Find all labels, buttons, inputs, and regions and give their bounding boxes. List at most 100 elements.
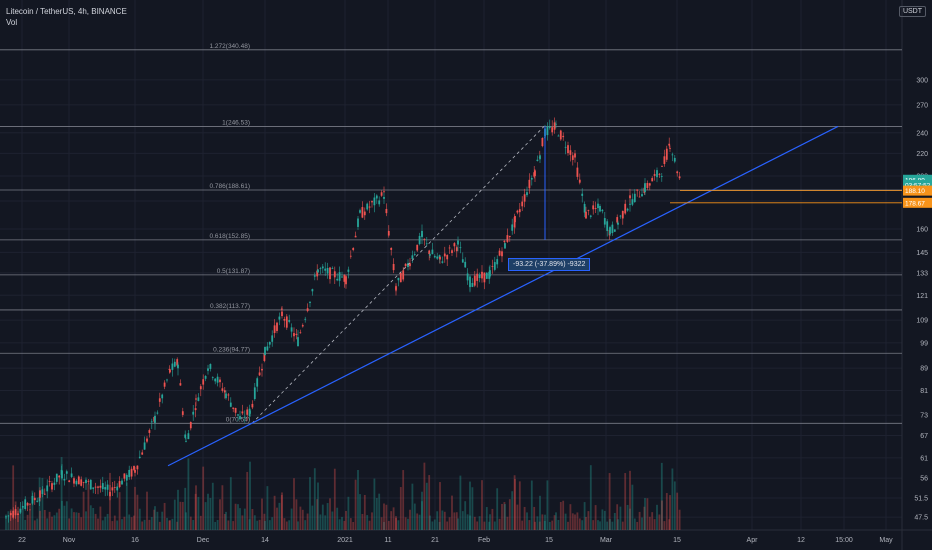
volume-bar bbox=[109, 472, 111, 530]
volume-bar bbox=[383, 503, 385, 530]
volume-bar bbox=[29, 509, 31, 530]
candle-body bbox=[82, 481, 85, 483]
candle-body bbox=[5, 516, 7, 518]
candle-body bbox=[441, 261, 444, 263]
volume-bar bbox=[425, 482, 428, 530]
volume-bar bbox=[491, 508, 494, 530]
candle-body bbox=[225, 393, 227, 399]
volume-bar bbox=[80, 517, 83, 530]
volume-bar bbox=[163, 502, 166, 530]
candle-body bbox=[397, 277, 400, 281]
volume-bar bbox=[478, 516, 481, 530]
volume-bar bbox=[118, 492, 121, 530]
candle-body bbox=[232, 407, 235, 409]
volume-bar bbox=[92, 507, 95, 530]
candle-body bbox=[402, 270, 405, 280]
volume-bar bbox=[285, 521, 288, 530]
y-tick-label: 56 bbox=[920, 476, 928, 483]
volume-bar bbox=[288, 520, 291, 530]
candle-body bbox=[48, 481, 51, 482]
volume-bar bbox=[589, 465, 592, 530]
volume-bar bbox=[290, 508, 293, 530]
volume-bar bbox=[331, 511, 334, 530]
volume-bar bbox=[619, 506, 622, 530]
measure-tooltip: -93.22 (-37.89%) -9322 bbox=[508, 257, 591, 271]
candle-body bbox=[195, 398, 197, 400]
volume-bar bbox=[258, 519, 261, 530]
volume-bar bbox=[21, 506, 24, 530]
volume-bar bbox=[658, 514, 661, 530]
candle-body bbox=[448, 247, 451, 249]
volume-bar bbox=[539, 495, 541, 530]
fib-level-label: 0.618(152.85) bbox=[210, 233, 250, 240]
volume-bar bbox=[113, 515, 116, 530]
candle-body bbox=[211, 377, 214, 379]
candle-body bbox=[246, 409, 249, 415]
volume-bar bbox=[567, 521, 569, 530]
candle-body bbox=[345, 276, 347, 285]
candle-body bbox=[648, 183, 651, 186]
candle-body bbox=[171, 363, 174, 370]
volume-bar bbox=[75, 512, 78, 530]
currency-badge[interactable]: USDT bbox=[898, 6, 926, 17]
candle-body bbox=[150, 421, 153, 423]
volume-bar bbox=[421, 501, 423, 530]
volume-indicator-label[interactable]: Vol bbox=[6, 18, 18, 27]
volume-bar bbox=[446, 521, 449, 530]
candle-body bbox=[239, 416, 241, 420]
candle-body bbox=[249, 410, 251, 414]
volume-bar bbox=[354, 479, 357, 530]
volume-bar bbox=[276, 507, 278, 530]
volume-bar bbox=[343, 520, 346, 530]
volume-bar bbox=[646, 498, 649, 530]
volume-bar bbox=[616, 504, 619, 530]
candle-body bbox=[130, 468, 133, 477]
volume-bar bbox=[599, 521, 601, 530]
volume-bar bbox=[409, 509, 411, 530]
symbol-title[interactable]: Litecoin / TetherUS, 4h, BINANCE bbox=[6, 7, 127, 16]
volume-bar bbox=[526, 512, 528, 530]
volume-bar bbox=[280, 495, 283, 530]
volume-bar bbox=[678, 509, 681, 530]
volume-bar bbox=[643, 506, 646, 530]
volume-bar bbox=[271, 517, 274, 530]
candle-body bbox=[306, 308, 309, 312]
candle-body bbox=[317, 269, 319, 273]
candle-body bbox=[473, 275, 476, 286]
volume-bar bbox=[481, 480, 483, 530]
candle-body bbox=[273, 325, 276, 333]
volume-bar bbox=[12, 465, 15, 530]
candle-body bbox=[663, 156, 666, 164]
candle-body bbox=[425, 243, 428, 245]
candle-body bbox=[624, 203, 627, 214]
volume-bar bbox=[609, 519, 611, 530]
volume-bar bbox=[263, 513, 266, 530]
volume-bar bbox=[299, 506, 302, 530]
candle-body bbox=[109, 491, 111, 497]
candle-body bbox=[518, 209, 521, 213]
volume-bar bbox=[73, 512, 75, 530]
volume-bar bbox=[601, 509, 604, 530]
volume-bar bbox=[202, 466, 205, 530]
candle-body bbox=[214, 378, 217, 382]
volume-bar bbox=[636, 521, 639, 530]
candle-body bbox=[158, 398, 161, 402]
candle-body bbox=[53, 482, 56, 485]
candle-body bbox=[256, 378, 259, 387]
volume-bar bbox=[333, 468, 336, 530]
candle-body bbox=[671, 154, 674, 156]
y-tick-label: 121 bbox=[916, 293, 928, 300]
volume-bar bbox=[181, 501, 184, 530]
candle-body bbox=[359, 210, 361, 213]
volume-bar bbox=[668, 519, 671, 530]
candle-body bbox=[501, 251, 503, 257]
candle-body bbox=[106, 484, 109, 490]
volume-bar bbox=[153, 509, 156, 530]
candle-body bbox=[181, 411, 184, 415]
x-tick-label: 15:00 bbox=[835, 537, 853, 544]
candle-body bbox=[453, 243, 456, 247]
candle-body bbox=[557, 135, 560, 137]
candle-body bbox=[514, 216, 516, 223]
candle-body bbox=[89, 479, 92, 490]
